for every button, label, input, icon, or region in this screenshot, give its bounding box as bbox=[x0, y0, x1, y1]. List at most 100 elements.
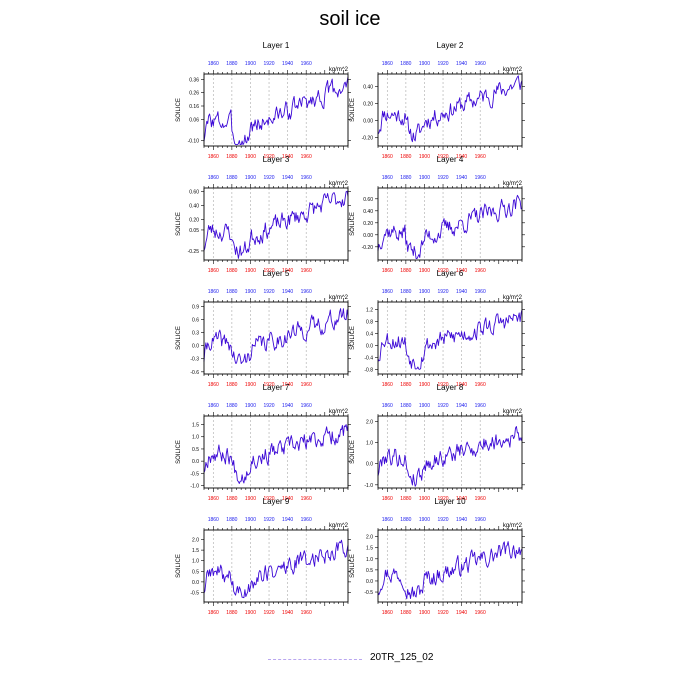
x-tick-label-top: 1920 bbox=[437, 175, 448, 181]
x-tick-label-bottom: 1880 bbox=[226, 610, 237, 616]
panel-title: Layer 1 bbox=[263, 41, 290, 50]
y-tick-label: 0.0 bbox=[366, 579, 373, 585]
plot-frame bbox=[203, 73, 349, 147]
legend: 20TR_125_02 bbox=[0, 652, 700, 668]
y-tick-label: 1.0 bbox=[366, 440, 373, 446]
x-tick-label-top: 1920 bbox=[263, 175, 274, 181]
x-tick-label-top: 1960 bbox=[475, 517, 486, 523]
y-tick-label: -0.4 bbox=[364, 356, 373, 362]
y-tick-label: 0.20 bbox=[363, 102, 373, 108]
page-title: soil ice bbox=[319, 8, 381, 30]
x-tick-label-bottom: 1900 bbox=[245, 610, 256, 616]
x-tick-label-top: 1880 bbox=[226, 175, 237, 181]
legend-label: 20TR_125_02 bbox=[370, 652, 434, 663]
y-tick-label: 0.5 bbox=[192, 569, 199, 575]
x-tick-label-bottom: 1960 bbox=[475, 154, 486, 160]
x-tick-label-bottom: 1920 bbox=[263, 268, 274, 274]
x-tick-label-bottom: 1880 bbox=[400, 610, 411, 616]
x-tick-label-top: 1860 bbox=[208, 289, 219, 295]
panel-title: Layer 9 bbox=[263, 497, 290, 506]
units-label: kg/m^2 bbox=[329, 67, 349, 73]
y-tick-label: 0.26 bbox=[189, 91, 199, 97]
figure-panels: Layer 1 kg/m^2 SOILICE 1860 1880 1900 1920 1940… bbox=[176, 41, 525, 616]
x-tick-label-bottom: 1960 bbox=[475, 268, 486, 274]
x-tick-label-top: 1880 bbox=[400, 289, 411, 295]
x-tick-label-bottom: 1920 bbox=[437, 496, 448, 502]
x-tick-label-top: 1880 bbox=[400, 61, 411, 67]
y-tick-label: 0.40 bbox=[363, 209, 373, 215]
x-tick-label-top: 1900 bbox=[245, 403, 256, 409]
x-tick-label-bottom: 1860 bbox=[208, 268, 219, 274]
plot-frame bbox=[377, 415, 523, 489]
x-tick-label-bottom: 1920 bbox=[263, 154, 274, 160]
units-label: kg/m^2 bbox=[503, 523, 523, 529]
y-tick-label: 1.0 bbox=[192, 559, 199, 565]
x-tick-label-bottom: 1900 bbox=[245, 382, 256, 388]
y-tick-label: 0.0 bbox=[192, 344, 199, 350]
x-tick-label-top: 1880 bbox=[400, 175, 411, 181]
x-tick-label-bottom: 1900 bbox=[419, 610, 430, 616]
x-tick-label-bottom: 1940 bbox=[456, 610, 467, 616]
x-tick-label-top: 1860 bbox=[382, 61, 393, 67]
y-tick-label: 0.0 bbox=[192, 580, 199, 586]
y-axis-label: SOILICE bbox=[176, 440, 182, 464]
units-label: kg/m^2 bbox=[329, 295, 349, 301]
x-tick-label-bottom: 1900 bbox=[245, 154, 256, 160]
x-tick-label-bottom: 1900 bbox=[419, 154, 430, 160]
x-tick-label-bottom: 1860 bbox=[208, 154, 219, 160]
x-tick-label-bottom: 1960 bbox=[475, 382, 486, 388]
series-line bbox=[203, 539, 349, 599]
y-tick-label: 0.16 bbox=[189, 104, 199, 110]
plot-frame bbox=[377, 187, 523, 261]
units-label: kg/m^2 bbox=[503, 295, 523, 301]
x-tick-label-bottom: 1960 bbox=[301, 496, 312, 502]
x-tick-label-bottom: 1900 bbox=[245, 496, 256, 502]
x-tick-label-bottom: 1940 bbox=[282, 382, 293, 388]
y-axis-label: SOILICE bbox=[350, 212, 356, 236]
x-tick-label-top: 1860 bbox=[208, 517, 219, 523]
x-tick-label-top: 1920 bbox=[263, 517, 274, 523]
y-tick-label: 1.5 bbox=[192, 423, 199, 429]
x-tick-label-top: 1900 bbox=[245, 61, 256, 67]
x-tick-label-top: 1860 bbox=[382, 289, 393, 295]
plot-frame bbox=[377, 73, 523, 147]
y-axis-label: SOILICE bbox=[350, 440, 356, 464]
y-axis-label: SOILICE bbox=[176, 98, 182, 122]
x-tick-label-top: 1920 bbox=[437, 517, 448, 523]
plot-frame bbox=[377, 301, 523, 375]
panel-title: Layer 8 bbox=[437, 383, 464, 392]
x-tick-label-bottom: 1860 bbox=[382, 382, 393, 388]
y-tick-label: -1.0 bbox=[190, 484, 199, 490]
x-tick-label-bottom: 1920 bbox=[263, 382, 274, 388]
y-tick-label: 2.0 bbox=[192, 538, 199, 544]
x-tick-label-top: 1860 bbox=[382, 403, 393, 409]
x-tick-label-bottom: 1880 bbox=[226, 154, 237, 160]
x-tick-label-top: 1900 bbox=[245, 175, 256, 181]
x-tick-label-bottom: 1880 bbox=[400, 154, 411, 160]
x-tick-label-top: 1920 bbox=[263, 403, 274, 409]
x-tick-label-bottom: 1920 bbox=[437, 382, 448, 388]
y-tick-label: 0.0 bbox=[366, 344, 373, 350]
panel-title: Layer 10 bbox=[434, 497, 466, 506]
y-tick-label: -0.10 bbox=[188, 139, 200, 145]
x-tick-label-bottom: 1940 bbox=[456, 268, 467, 274]
series-line bbox=[203, 76, 349, 146]
y-tick-label: 1.5 bbox=[192, 548, 199, 554]
x-tick-label-bottom: 1960 bbox=[475, 496, 486, 502]
panel-title: Layer 6 bbox=[437, 269, 464, 278]
y-tick-label: 1.5 bbox=[366, 546, 373, 552]
y-axis-label: SOILICE bbox=[350, 98, 356, 122]
x-tick-label-top: 1940 bbox=[282, 175, 293, 181]
units-label: kg/m^2 bbox=[503, 409, 523, 415]
x-tick-label-bottom: 1900 bbox=[419, 382, 430, 388]
x-tick-label-top: 1960 bbox=[475, 175, 486, 181]
y-tick-label: 0.6 bbox=[192, 317, 199, 323]
panel-title: Layer 7 bbox=[263, 383, 290, 392]
x-tick-label-top: 1960 bbox=[475, 289, 486, 295]
x-tick-label-bottom: 1940 bbox=[282, 154, 293, 160]
panel-title: Layer 3 bbox=[263, 155, 290, 164]
y-tick-label: 0.60 bbox=[363, 197, 373, 203]
plot-frame bbox=[203, 529, 349, 603]
x-tick-label-top: 1940 bbox=[282, 403, 293, 409]
x-tick-label-bottom: 1860 bbox=[382, 496, 393, 502]
